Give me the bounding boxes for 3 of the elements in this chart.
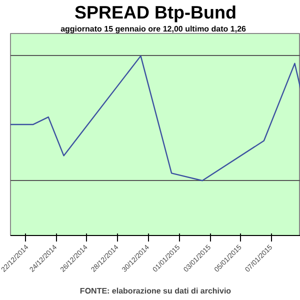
chart-title: SPREAD Btp-Bund xyxy=(74,2,236,22)
chart-subtitle: aggiornato 15 gennaio ore 12,00 ultimo dato 1,26 xyxy=(60,24,247,34)
source-note: FONTE: elaborazione su dati di archivio xyxy=(80,286,232,296)
